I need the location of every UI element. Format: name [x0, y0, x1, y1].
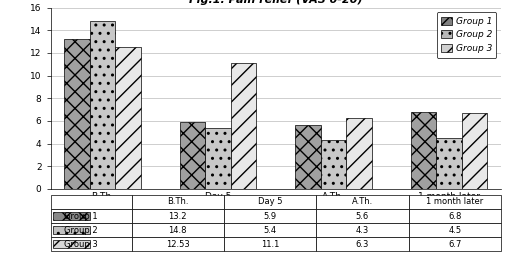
Bar — [316, 237, 408, 251]
Bar — [316, 209, 408, 223]
Bar — [408, 223, 500, 237]
Bar — [131, 195, 224, 209]
Bar — [53, 212, 90, 220]
Bar — [295, 125, 320, 189]
Text: 5.6: 5.6 — [355, 212, 368, 220]
Bar — [90, 21, 115, 189]
Bar — [224, 195, 316, 209]
Bar — [53, 241, 90, 248]
Bar — [64, 39, 90, 189]
Text: 6.3: 6.3 — [355, 240, 369, 249]
Bar — [131, 223, 224, 237]
Bar — [316, 223, 408, 237]
Bar — [408, 237, 500, 251]
Bar — [224, 209, 316, 223]
Text: 4.3: 4.3 — [355, 226, 368, 235]
Bar — [50, 223, 131, 237]
Text: 4.5: 4.5 — [447, 226, 461, 235]
Text: Group 1: Group 1 — [64, 212, 97, 220]
Text: B.Th.: B.Th. — [167, 197, 188, 207]
Bar — [410, 112, 435, 189]
Text: 11.1: 11.1 — [261, 240, 279, 249]
Bar — [230, 63, 256, 189]
Bar — [224, 223, 316, 237]
Text: 12.53: 12.53 — [166, 240, 189, 249]
Bar — [180, 122, 205, 189]
Bar — [224, 237, 316, 251]
Bar — [131, 237, 224, 251]
Text: 1 month later: 1 month later — [425, 197, 482, 207]
Text: 6.7: 6.7 — [447, 240, 461, 249]
Text: Day 5: Day 5 — [258, 197, 282, 207]
Bar — [316, 195, 408, 209]
Text: 14.8: 14.8 — [168, 226, 187, 235]
Text: 5.4: 5.4 — [263, 226, 276, 235]
Text: Group 3: Group 3 — [64, 240, 97, 249]
Bar — [50, 237, 131, 251]
Text: A.Th.: A.Th. — [351, 197, 372, 207]
Text: 6.8: 6.8 — [447, 212, 461, 220]
Bar — [50, 195, 131, 209]
Bar — [345, 118, 371, 189]
Text: Group 2: Group 2 — [64, 226, 97, 235]
Bar — [461, 113, 486, 189]
Title: Fig.1. Pain relief (VAS 0-20): Fig.1. Pain relief (VAS 0-20) — [188, 0, 362, 5]
Bar — [53, 226, 90, 234]
Bar — [205, 128, 230, 189]
Bar — [131, 209, 224, 223]
Bar — [408, 209, 500, 223]
Bar — [50, 209, 131, 223]
Bar — [320, 140, 345, 189]
Bar — [115, 47, 140, 189]
Bar — [435, 138, 461, 189]
Text: 5.9: 5.9 — [263, 212, 276, 220]
Text: 13.2: 13.2 — [168, 212, 187, 220]
Bar — [408, 195, 500, 209]
Legend: Group 1, Group 2, Group 3: Group 1, Group 2, Group 3 — [436, 12, 495, 58]
